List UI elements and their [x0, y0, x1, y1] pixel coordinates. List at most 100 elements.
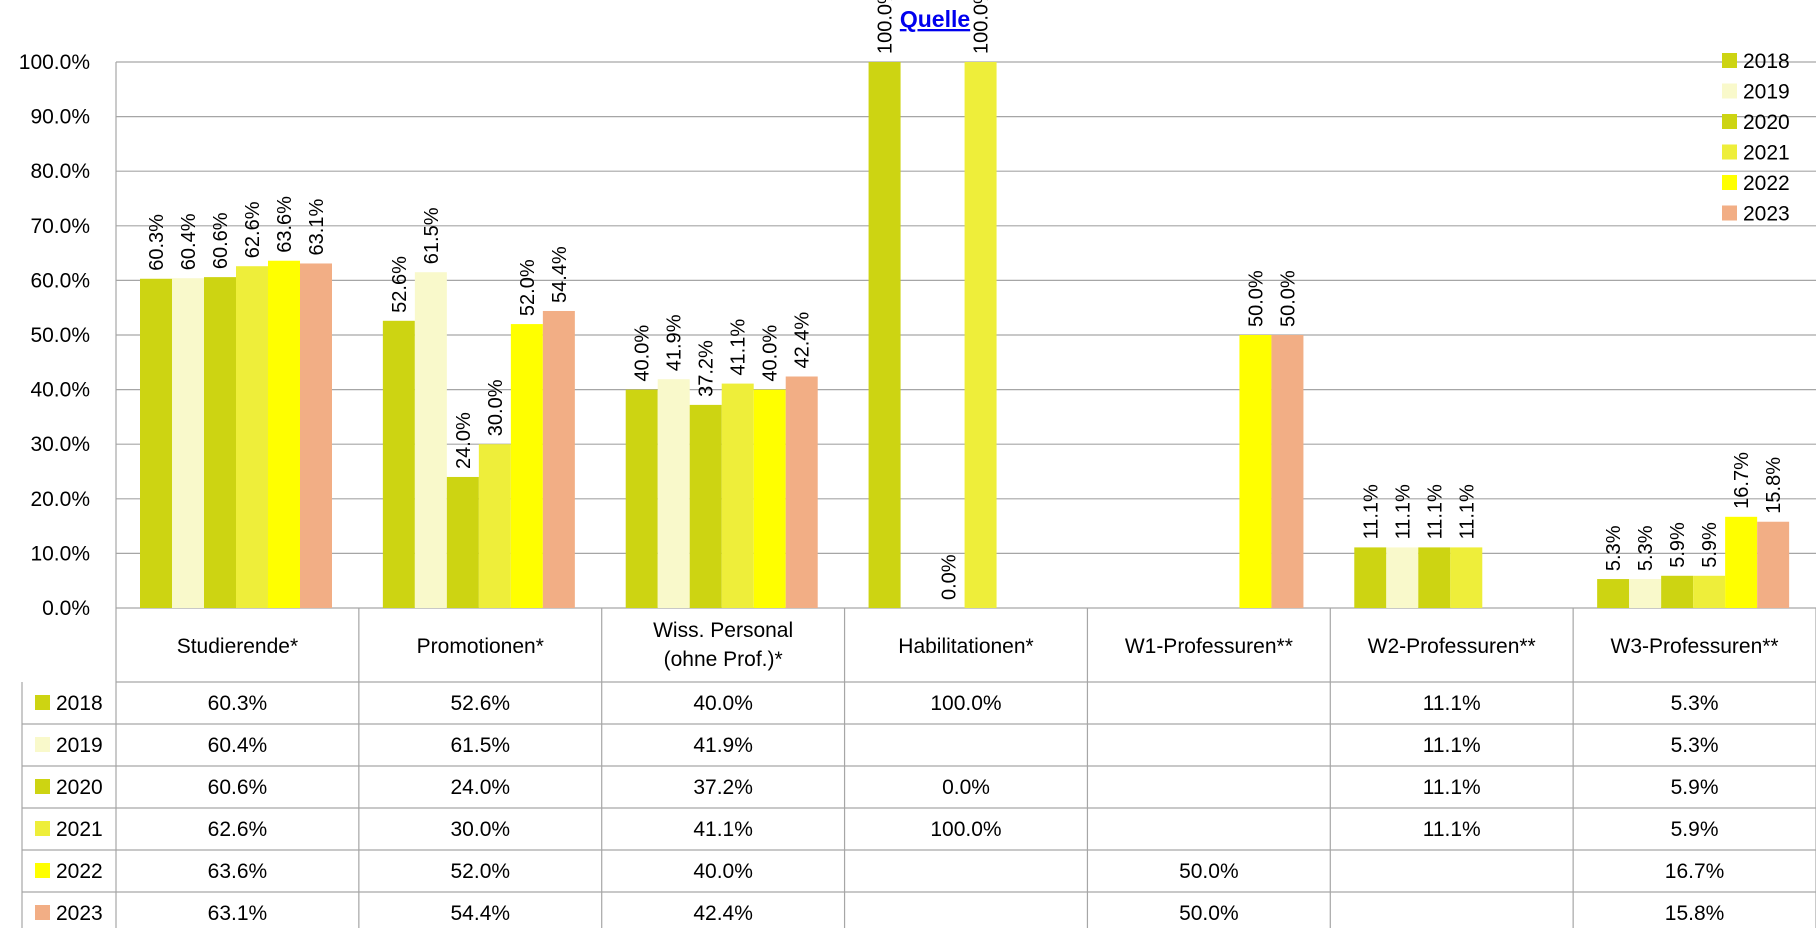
category-label: W3-Professuren**: [1611, 635, 1779, 658]
legend-swatch-2019: [1722, 83, 1737, 99]
y-axis-ticks: 0.0% 10.0% 20.0% 30.0% 40.0% 50.0% 60.0% 70.0% 8…: [19, 51, 90, 620]
table-cell: 15.8%: [1665, 902, 1725, 925]
data-label-2020: 60.6%: [210, 212, 232, 269]
table-cell: 61.5%: [451, 734, 511, 757]
data-table: Studierende* Promotionen* Wiss. Personal (o…: [21, 608, 1816, 928]
table-cell: 63.6%: [208, 860, 268, 883]
table-swatch-2020: [35, 779, 50, 794]
table-row-label: 2023: [56, 902, 103, 925]
category-label: W2-Professuren**: [1368, 635, 1536, 658]
bar-2018: [868, 62, 901, 608]
data-label-2018: 52.6%: [389, 256, 411, 313]
category-label: Wiss. Personal: [653, 619, 793, 642]
data-label-2023: 42.4%: [792, 312, 814, 369]
table-cell: 37.2%: [693, 776, 753, 799]
y-tick-label: 50.0%: [30, 324, 90, 347]
bar-2021: [1450, 547, 1483, 608]
data-label-2023: 63.1%: [306, 199, 328, 256]
category-label: Habilitationen*: [898, 635, 1033, 658]
data-label-2020: 11.1%: [1424, 484, 1446, 539]
table-cell: 24.0%: [451, 776, 511, 799]
legend-label-2018: 2018: [1743, 50, 1790, 73]
bar-2021: [1693, 575, 1726, 608]
data-label-2021: 5.9%: [1699, 522, 1721, 568]
table-cell: 11.1%: [1423, 692, 1481, 715]
data-label-2019: 60.4%: [178, 213, 200, 270]
table-row-label: 2021: [56, 818, 103, 841]
table-cell: 41.9%: [693, 734, 753, 757]
table-cell: 63.1%: [208, 902, 268, 925]
bar-2023: [785, 376, 818, 608]
data-label-2018: 60.3%: [146, 214, 168, 271]
legend-label-2019: 2019: [1743, 81, 1790, 104]
data-label-2021: 100.0%: [971, 0, 993, 54]
table-swatch-2018: [35, 695, 50, 710]
table-cell: 5.3%: [1671, 692, 1719, 715]
bar-2019: [1629, 579, 1662, 608]
data-label-2022: 16.7%: [1731, 452, 1753, 509]
bar-2020: [204, 277, 236, 608]
data-label-2019: 5.3%: [1635, 525, 1657, 571]
table-cell: 11.1%: [1423, 776, 1481, 799]
legend-swatch-2022: [1722, 175, 1737, 190]
category-label: Promotionen*: [417, 635, 544, 658]
bar-2021: [478, 444, 511, 608]
table-swatch-2022: [35, 863, 50, 878]
legend-swatch-2023: [1722, 205, 1737, 221]
table-cell: 62.6%: [208, 818, 268, 841]
data-label-2018: 100.0%: [875, 0, 897, 54]
bar-2021: [721, 383, 754, 608]
y-tick-label: 40.0%: [30, 379, 90, 402]
bar-2021: [236, 266, 268, 608]
data-label-2019: 41.9%: [664, 314, 686, 371]
category-label: Studierende*: [177, 635, 298, 658]
table-cell: 40.0%: [693, 860, 753, 883]
table-cell: 60.3%: [208, 692, 268, 715]
bar-2018: [1354, 547, 1387, 608]
data-label-2018: 11.1%: [1360, 484, 1382, 539]
legend-swatch-2020: [1722, 114, 1737, 129]
table-cell: 52.6%: [451, 692, 511, 715]
table-row-label: 2020: [56, 776, 103, 799]
legend-label-2023: 2023: [1743, 203, 1790, 226]
data-label-2020: 24.0%: [453, 412, 475, 469]
table-swatch-2019: [35, 737, 50, 752]
bar-2023: [1757, 521, 1790, 608]
bar-2022: [268, 260, 300, 608]
category-label: W1-Professuren**: [1125, 635, 1293, 658]
bar-2018: [1597, 579, 1630, 608]
table-cell: 100.0%: [930, 818, 1001, 841]
table-cell: 5.9%: [1671, 818, 1719, 841]
quelle-link[interactable]: Quelle: [900, 6, 970, 32]
bar-2021: [964, 62, 997, 608]
bar-2023: [542, 310, 575, 608]
table-cell: 100.0%: [930, 692, 1001, 715]
bar-2020: [446, 476, 479, 608]
y-tick-label: 60.0%: [30, 269, 90, 292]
data-label-2022: 52.0%: [517, 259, 539, 316]
bars: [140, 62, 1790, 608]
table-cell: 0.0%: [942, 776, 990, 799]
data-label-2021: 62.6%: [242, 201, 264, 258]
table-swatch-2021: [35, 821, 50, 836]
data-label-2018: 40.0%: [632, 325, 654, 382]
y-tick-label: 70.0%: [30, 215, 90, 238]
table-cell: 50.0%: [1179, 902, 1239, 925]
data-label-2023: 54.4%: [549, 246, 571, 303]
table-cell: 52.0%: [451, 860, 511, 883]
data-labels: 60.3% 52.6% 40.0% 100.0% 11.1% 5.3% 60.4% 61.5%…: [146, 0, 1785, 600]
data-label-2020: 0.0%: [939, 554, 961, 600]
data-label-2018: 5.3%: [1603, 525, 1625, 571]
table-cell: 60.4%: [208, 734, 268, 757]
table-swatch-2023: [35, 905, 50, 920]
bar-2020: [1661, 575, 1694, 608]
table-cell: 54.4%: [451, 902, 511, 925]
y-tick-label: 0.0%: [42, 597, 90, 620]
table-cell: 16.7%: [1665, 860, 1725, 883]
bar-2019: [172, 278, 204, 608]
category-label: (ohne Prof.)*: [664, 648, 783, 671]
table-cell: 60.6%: [208, 776, 268, 799]
data-label-2021: 11.1%: [1456, 484, 1478, 539]
y-tick-label: 80.0%: [30, 160, 90, 183]
